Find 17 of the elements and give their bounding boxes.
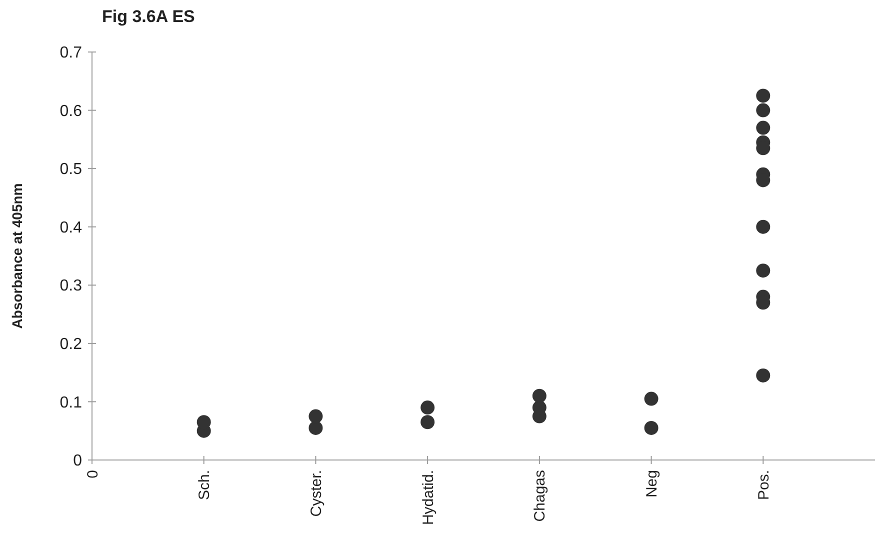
- y-axis-title: Absorbance at 405nm: [9, 183, 25, 329]
- y-tick-label: 0.2: [60, 336, 82, 354]
- x-tick-label: Sch.: [196, 470, 214, 500]
- x-tick-label: Cyster.: [308, 470, 325, 517]
- x-tick-label: Chagas: [532, 470, 549, 522]
- x-tick-label: Neg: [644, 470, 661, 498]
- y-tick-label: 0.6: [60, 102, 82, 120]
- chart-title: Fig 3.6A ES: [102, 7, 195, 26]
- x-tick-label: Pos.: [755, 470, 772, 500]
- y-tick-label: 0: [73, 452, 82, 470]
- y-tick-label: 0.3: [60, 278, 82, 295]
- y-tick-label: 0.7: [60, 44, 82, 62]
- x-tick-label: Hydatid.: [420, 470, 437, 526]
- y-tick-label: 0.5: [60, 161, 82, 178]
- y-tick-label: 0.4: [60, 219, 82, 236]
- y-tick-label: 0.1: [60, 394, 82, 412]
- x-tick-label: 0: [84, 470, 102, 478]
